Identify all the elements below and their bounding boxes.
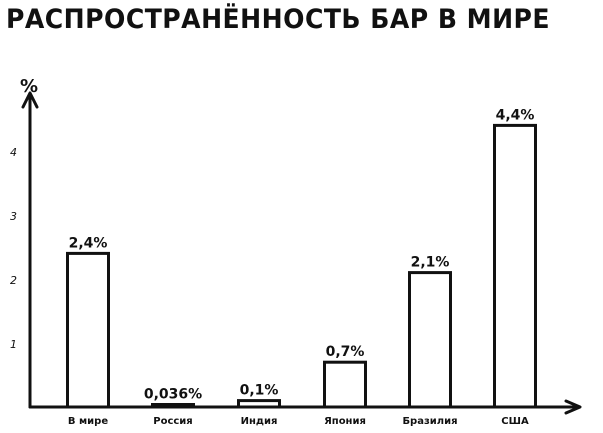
bar [237, 399, 281, 409]
data-label: 0,1% [240, 383, 279, 399]
y-axis-label: % [20, 76, 38, 97]
data-label: 0,036% [144, 387, 202, 403]
bar [151, 403, 195, 409]
x-tick-label: В мире [68, 416, 108, 427]
data-label: 4,4% [496, 107, 535, 123]
y-tick-label: 1 [10, 338, 17, 351]
data-label: 2,1% [411, 255, 450, 271]
y-tick-label: 4 [10, 146, 17, 159]
labels: % 1 2 3 4 2,4% В мире 0,036% Россия 0,1% Индия 0,7%… [10, 76, 534, 427]
x-tick-label: Россия [153, 416, 192, 427]
x-tick-label: Япония [324, 416, 366, 427]
y-axis-arrow [21, 91, 39, 109]
axes [21, 91, 582, 415]
x-tick-label: Бразилия [402, 416, 457, 427]
data-label: 2,4% [69, 235, 108, 251]
x-axis-arrow [564, 399, 582, 415]
y-tick-label: 2 [10, 274, 17, 287]
bar [323, 360, 367, 409]
chart-title: РАСПРОСТРАНЁННОСТЬ БАР В МИРЕ [6, 4, 551, 35]
y-tick-label: 3 [10, 210, 17, 223]
x-tick-label: Индия [241, 416, 278, 427]
bar [66, 251, 110, 409]
bar [408, 271, 452, 409]
data-label: 0,7% [326, 344, 365, 360]
bar [493, 123, 537, 409]
bars [66, 123, 537, 409]
x-tick-label: США [501, 416, 529, 427]
